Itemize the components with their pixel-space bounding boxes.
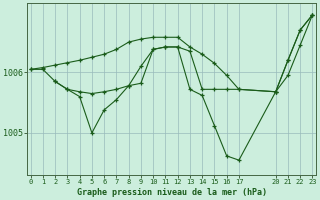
X-axis label: Graphe pression niveau de la mer (hPa): Graphe pression niveau de la mer (hPa)	[76, 188, 267, 197]
